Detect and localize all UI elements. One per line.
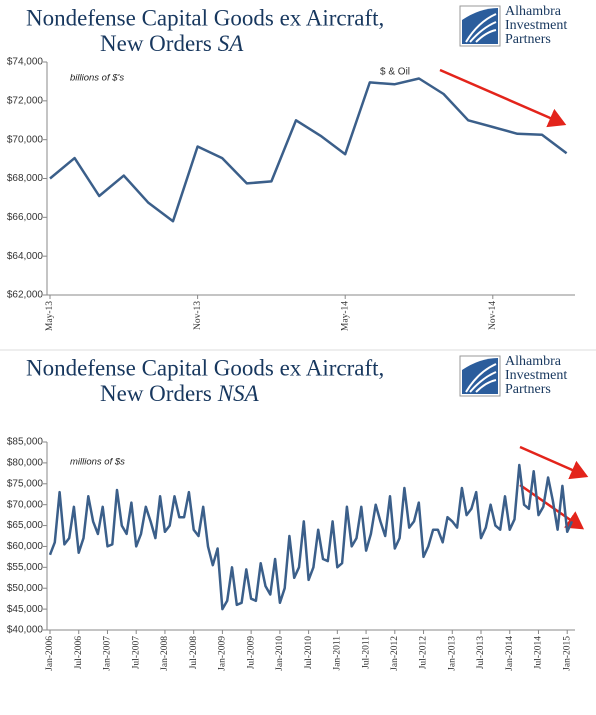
y-tick-label: $60,000 bbox=[7, 541, 44, 552]
y-tick-label: $70,000 bbox=[7, 499, 44, 510]
x-tick-label: Jul-2013 bbox=[476, 636, 486, 670]
logo-icon bbox=[465, 363, 497, 393]
x-tick-label: Jan-2013 bbox=[447, 636, 457, 671]
y-tick-label: $72,000 bbox=[7, 95, 44, 106]
x-tick-label: Nov-14 bbox=[488, 301, 498, 330]
x-tick-label: Jul-2014 bbox=[534, 636, 544, 670]
y-tick-label: $85,000 bbox=[7, 437, 44, 448]
trend-arrow bbox=[439, 68, 567, 128]
x-tick-label: Jul-2009 bbox=[246, 636, 256, 670]
x-tick-label: Jul-2012 bbox=[419, 636, 429, 670]
y-tick-label: $80,000 bbox=[7, 458, 44, 469]
chart-title: New Orders NSA bbox=[100, 381, 260, 406]
x-tick-label: Jan-2014 bbox=[505, 636, 515, 671]
x-tick-label: Jan-2007 bbox=[103, 636, 113, 671]
logo-text: Investment bbox=[505, 368, 567, 383]
x-tick-label: Jan-2006 bbox=[45, 636, 55, 671]
x-tick-label: Jul-2010 bbox=[304, 636, 314, 670]
x-tick-label: Jul-2006 bbox=[74, 636, 84, 670]
y-tick-label: $55,000 bbox=[7, 562, 44, 573]
chart-title-text: New Orders bbox=[100, 31, 212, 56]
x-tick-label: Jul-2007 bbox=[131, 636, 141, 670]
x-tick-label: Jul-2011 bbox=[361, 636, 371, 669]
y-tick-label: $68,000 bbox=[7, 173, 44, 184]
x-tick-label: May-14 bbox=[340, 301, 350, 331]
chart-title-text: New Orders bbox=[100, 381, 212, 406]
x-tick-label: Nov-13 bbox=[193, 301, 203, 330]
x-tick-label: Jan-2009 bbox=[218, 636, 228, 671]
logo-text: Alhambra bbox=[505, 4, 562, 19]
y-tick-label: $74,000 bbox=[7, 57, 44, 68]
trend-arrow bbox=[519, 445, 589, 480]
y-tick-label: $65,000 bbox=[7, 520, 44, 531]
y-tick-label: $40,000 bbox=[7, 625, 44, 636]
chart-title: Nondefense Capital Goods ex Aircraft, bbox=[26, 355, 384, 380]
y-tick-label: $64,000 bbox=[7, 251, 44, 262]
annotation: millions of $s bbox=[70, 457, 125, 468]
y-tick-label: $70,000 bbox=[7, 134, 44, 145]
logo-text: Alhambra bbox=[505, 354, 562, 369]
x-tick-label: Jan-2011 bbox=[333, 636, 343, 671]
annotation: $ & Oil bbox=[380, 67, 410, 78]
x-tick-label: Jul-2008 bbox=[189, 636, 199, 670]
y-tick-label: $66,000 bbox=[7, 212, 44, 223]
y-tick-label: $45,000 bbox=[7, 604, 44, 615]
logo-icon bbox=[465, 13, 497, 43]
y-tick-label: $50,000 bbox=[7, 583, 44, 594]
data-line bbox=[49, 77, 568, 223]
y-tick-label: $75,000 bbox=[7, 478, 44, 489]
chart-title-emphasis: SA bbox=[218, 31, 245, 56]
y-tick-label: $62,000 bbox=[7, 290, 44, 301]
chart-title: Nondefense Capital Goods ex Aircraft, bbox=[26, 5, 384, 30]
logo-text: Investment bbox=[505, 18, 567, 33]
logo-text: Partners bbox=[505, 32, 551, 47]
chart-title: New Orders SA bbox=[100, 31, 244, 56]
x-tick-label: Jan-2008 bbox=[160, 636, 170, 671]
x-tick-label: Jan-2015 bbox=[562, 636, 572, 671]
data-line bbox=[48, 463, 574, 611]
x-tick-label: Jan-2012 bbox=[390, 636, 400, 671]
logo-text: Partners bbox=[505, 382, 551, 397]
x-tick-label: Jan-2010 bbox=[275, 636, 285, 671]
chart-title-emphasis: NSA bbox=[217, 381, 260, 406]
x-tick-label: May-13 bbox=[45, 301, 55, 331]
annotation: billions of $'s bbox=[70, 73, 124, 84]
